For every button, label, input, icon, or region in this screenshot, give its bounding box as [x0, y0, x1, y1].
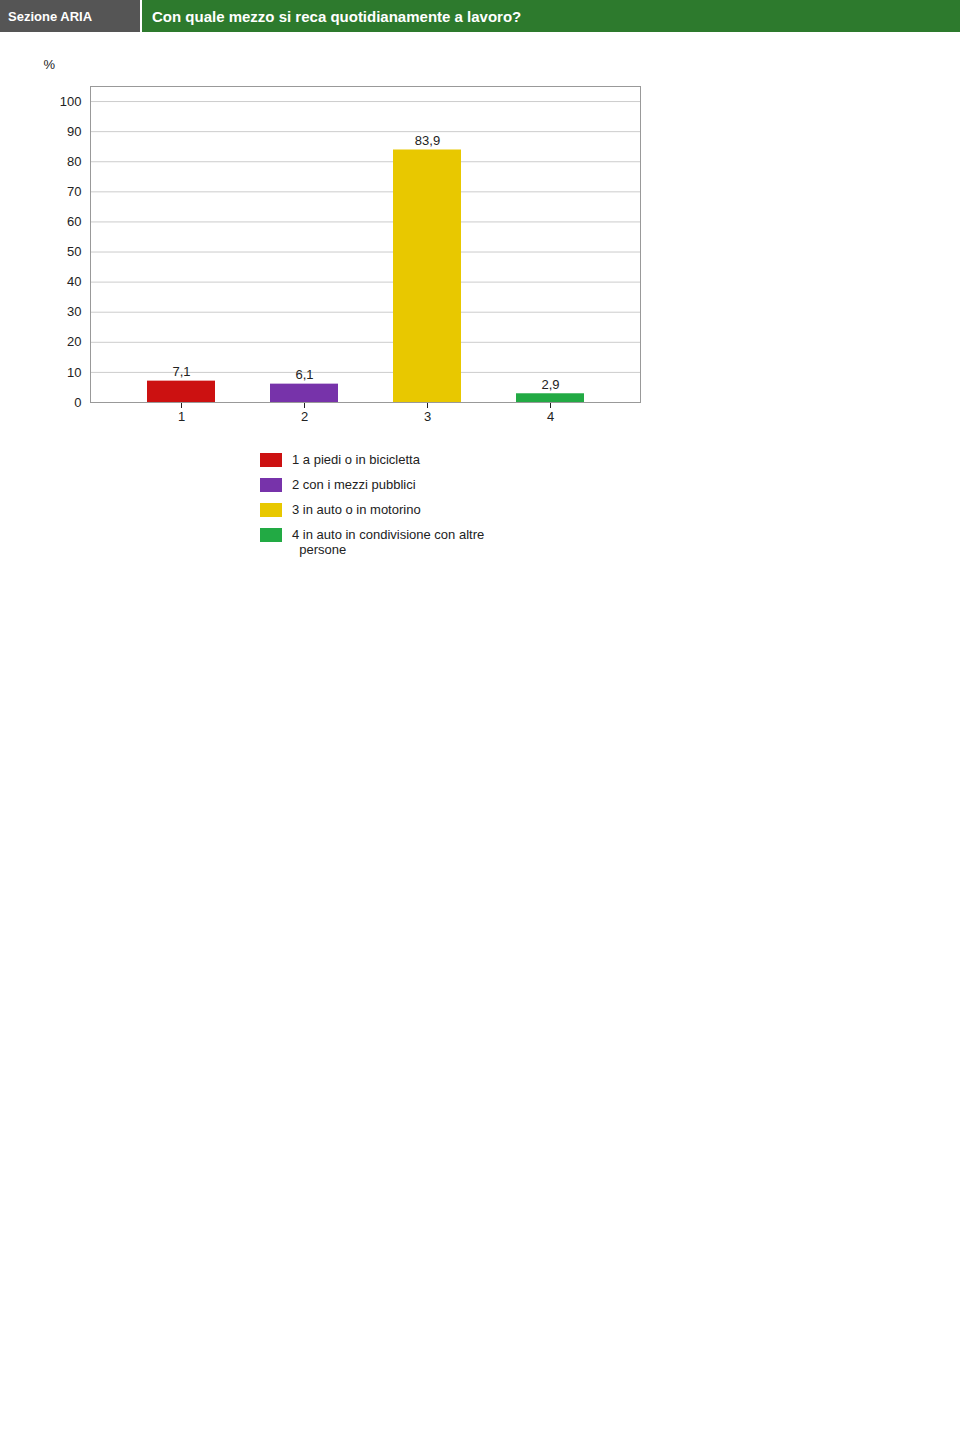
svg-text:6,1: 6,1 [295, 367, 313, 382]
svg-text:30: 30 [67, 304, 81, 319]
html-text:2 con i mezzi pubblici: 2 con i mezzi pubblici [292, 477, 416, 492]
svg-text:83,9: 83,9 [415, 133, 440, 148]
svg-text:2: 2 [301, 409, 308, 424]
svg-text:40: 40 [67, 274, 81, 289]
svg-text:20: 20 [67, 334, 81, 349]
html-text:Con quale mezzo si reca quotid: Con quale mezzo si reca quotidianamente … [152, 7, 522, 25]
svg-text:7,1: 7,1 [172, 364, 190, 379]
html-text:3 in auto o in motorino: 3 in auto o in motorino [292, 502, 421, 517]
svg-text:%: % [44, 57, 56, 72]
svg-text:90: 90 [67, 124, 81, 139]
svg-text:80: 80 [67, 154, 81, 169]
svg-text:3: 3 [424, 409, 431, 424]
svg-text:100: 100 [60, 94, 82, 109]
svg-text:10: 10 [67, 365, 81, 380]
svg-text:60: 60 [67, 214, 81, 229]
svg-text:1: 1 [178, 409, 185, 424]
svg-text:2,9: 2,9 [541, 377, 559, 392]
html-text:1 a piedi o in bicicletta: 1 a piedi o in bicicletta [292, 452, 420, 467]
html-text:4 in auto in condivisione con: 4 in auto in condivisione con altre pers… [292, 527, 485, 557]
svg-text:70: 70 [67, 184, 81, 199]
svg-text:50: 50 [67, 244, 81, 259]
svg-text:4: 4 [547, 409, 554, 424]
html-text:Sezione ARIA: Sezione ARIA [8, 8, 92, 24]
svg-text:0: 0 [74, 395, 81, 410]
